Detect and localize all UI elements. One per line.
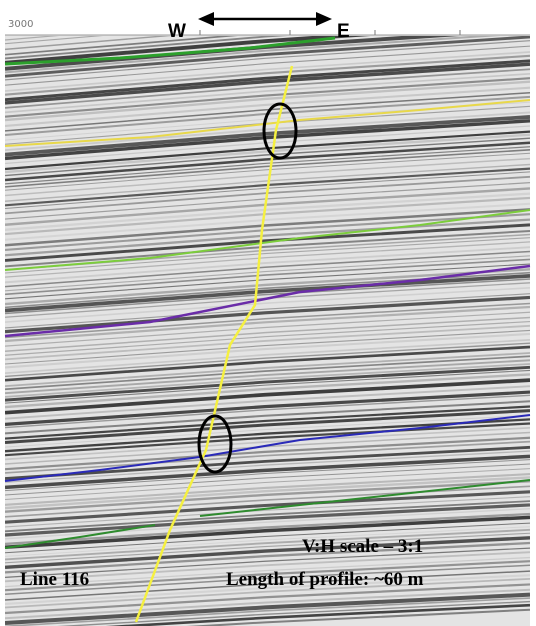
scale-label: 3000 — [8, 19, 33, 30]
west-label: W — [168, 21, 186, 42]
east-label: E — [337, 21, 350, 42]
scale-annotation: V:H scale – 3:1 — [302, 536, 423, 557]
seismic-figure: 3000 W E V:H scale – 3:1 Line 116 Length… — [0, 0, 536, 626]
length-annotation: Length of profile: ~60 m — [226, 569, 424, 590]
line-annotation: Line 116 — [20, 569, 89, 590]
